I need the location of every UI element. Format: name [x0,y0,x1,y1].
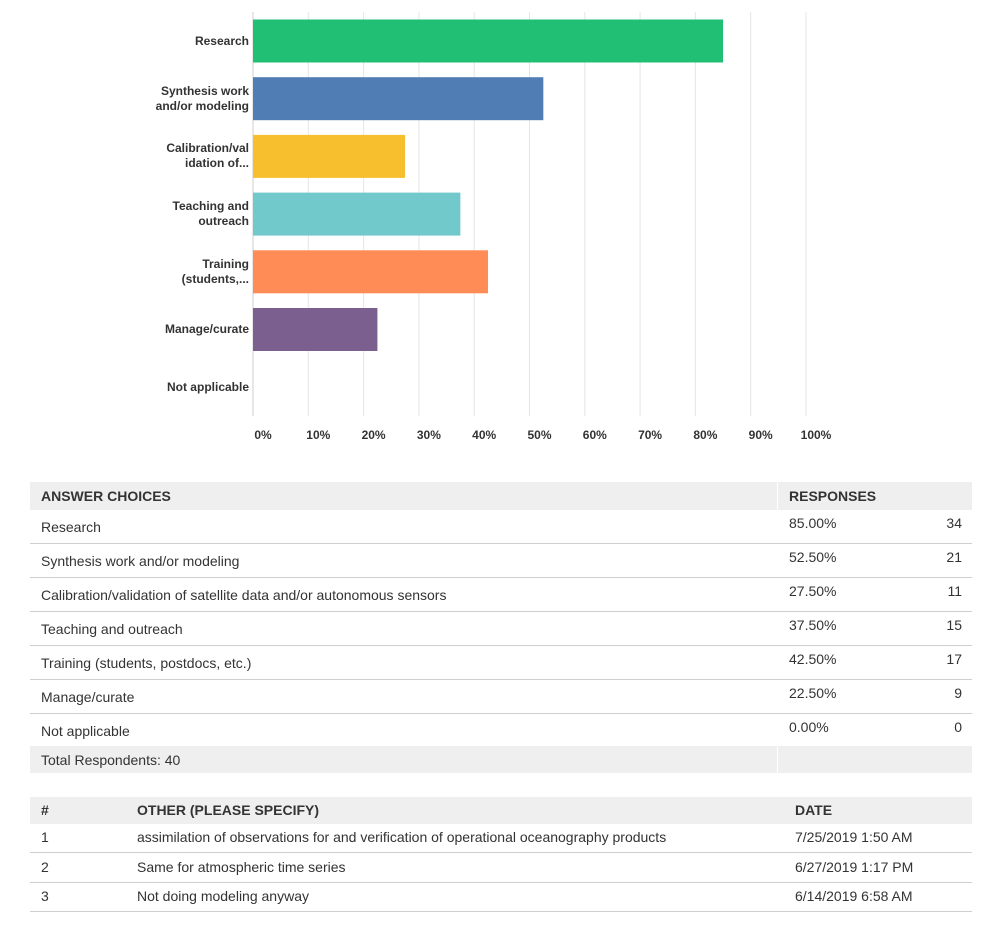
row-cell: 6/27/2019 1:17 PM [795,858,914,875]
total-cell: Total Respondents: 40 [41,752,181,768]
category-label: Training (students,... [181,256,249,286]
row-label: Research [41,519,101,535]
total-bg [30,746,972,773]
x-tick-label: 100% [801,428,832,442]
chart: 0% 10% 20% 30% 40% 50% 60% 70% 80% 90% 100% [252,12,832,442]
row-percent: 42.50% [789,651,837,667]
row-cell: 6/14/2019 6:58 AM [795,888,913,904]
row-rule [30,852,972,853]
bar [253,250,489,294]
x-tick-label: 30% [417,428,441,442]
x-tick-label: 70% [638,428,662,442]
category-label: Research [194,33,249,48]
row-cell: assimilation of observations for and ver… [137,829,667,845]
row-rule [30,543,972,544]
table-header-bg [30,797,972,824]
row-count: 17 [946,651,962,667]
x-tick-label: 40% [472,428,496,442]
x-tick-label: 20% [362,428,386,442]
row-rule [30,713,972,714]
row-rule [30,911,972,912]
row-cell: 7/25/2019 1:50 AM [795,829,913,845]
row-rule [30,881,972,883]
row-count: 11 [947,583,962,599]
category-label: Not applicable [166,379,249,394]
bar [253,134,406,178]
x-tick-label: 80% [693,428,717,442]
row-percent: 22.50% [789,685,837,701]
x-tick-label: 90% [749,428,773,442]
row-cell: Not doing modeling anyway [137,888,309,904]
row-cell: 1 [41,829,49,845]
row-percent: 52.50% [789,549,837,565]
row-count: 15 [946,617,962,633]
bar [253,77,544,121]
row-label: Synthesis work and/or modeling [41,553,240,569]
row-rule [30,645,972,646]
row-percent: 37.50% [789,617,837,633]
row-cell: Same for atmospheric time series [137,858,346,875]
x-tick-label: 10% [306,428,330,442]
x-tick-label: 60% [583,428,607,442]
header-cell: # [41,802,49,818]
header-cell: ANSWER CHOICES [41,488,171,504]
row-label: Training (students, postdocs, etc.) [41,655,252,671]
x-tick-label: 0% [254,428,272,442]
column-divider [777,746,778,773]
row-count: 9 [954,685,962,701]
header-cell: OTHER (PLEASE SPECIFY) [137,802,320,818]
row-count: 0 [954,719,962,735]
category-label: Manage/curate [164,322,249,336]
row-cell: 2 [41,858,49,875]
category-label: Teaching and outreach [172,199,249,229]
row-percent: 27.50% [789,583,837,599]
row-percent: 85.00% [789,515,837,531]
table-header-bg [30,482,972,510]
category-label: Calibration/val idation of... [166,141,249,171]
column-divider [777,482,778,510]
row-cell: 3 [41,888,49,904]
row-rule [30,577,972,578]
row-label: Manage/curate [41,689,135,705]
row-rule [30,679,972,680]
header-cell: DATE [795,802,833,818]
bar [253,192,461,236]
bar [253,308,378,351]
row-count: 21 [946,549,962,565]
row-count: 34 [946,515,962,531]
row-label: Teaching and outreach [41,621,183,637]
row-rule [30,611,972,612]
x-tick-label: 50% [527,428,551,442]
category-label: Synthesis work and/or modeling [155,83,249,113]
row-label: Calibration/validation of satellite data… [41,587,447,603]
row-percent: 0.00% [789,719,829,735]
bar [253,19,724,63]
row-label: Not applicable [41,723,130,739]
header-cell: RESPONSES [789,488,877,504]
